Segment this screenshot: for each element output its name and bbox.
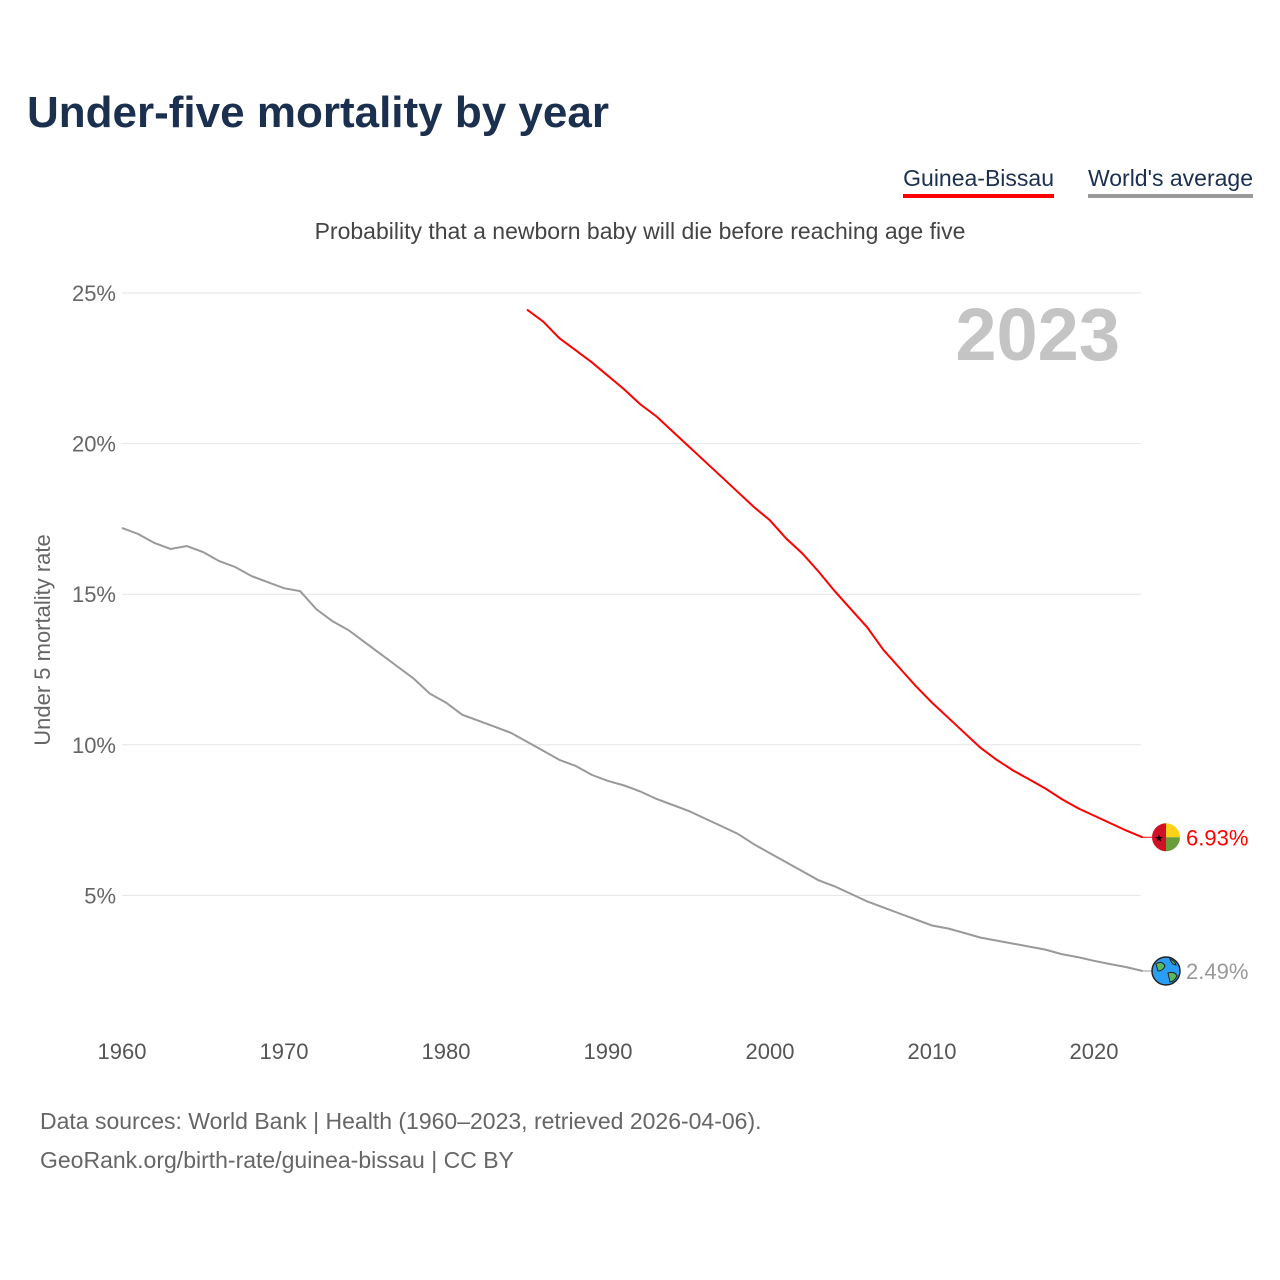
chart-title: Under-five mortality by year <box>27 88 609 137</box>
legend-guinea-bissau[interactable]: Guinea-Bissau <box>903 165 1054 198</box>
y-tick-label: 5% <box>84 883 116 908</box>
legend-world-average[interactable]: World's average <box>1087 165 1253 198</box>
source-line-2: GeoRank.org/birth-rate/guinea-bissau | C… <box>40 1147 514 1173</box>
source-line-1: Data sources: World Bank | Health (1960–… <box>40 1108 762 1134</box>
x-tick-label: 1980 <box>422 1039 471 1064</box>
y-tick-label: 10% <box>72 733 116 758</box>
year-label: 2023 <box>955 293 1120 376</box>
y-tick-label: 20% <box>72 432 116 457</box>
flag-green-part <box>1166 837 1180 852</box>
globe-icon <box>1151 956 1181 986</box>
x-tick-label: 2000 <box>746 1039 795 1064</box>
chart-subtitle: Probability that a newborn baby will die… <box>314 218 966 244</box>
x-tick-label: 1970 <box>260 1039 309 1064</box>
x-tick-label: 2020 <box>1070 1039 1119 1064</box>
end-value-label: 6.93% <box>1186 825 1248 850</box>
end-value-label: 2.49% <box>1186 959 1248 984</box>
guinea-bissau-flag-icon <box>1152 823 1166 852</box>
y-tick-label: 15% <box>72 582 116 607</box>
series-line-guinea-bissau <box>526 308 1143 839</box>
globe-land-shape <box>1155 958 1178 983</box>
y-axis-label: Under 5 mortality rate <box>30 534 55 746</box>
x-tick-label: 1990 <box>584 1039 633 1064</box>
x-tick-label: 1960 <box>98 1039 147 1064</box>
y-tick-label: 25% <box>72 281 116 306</box>
flag-star: ★ <box>1155 833 1164 844</box>
x-tick-label: 2010 <box>908 1039 957 1064</box>
flag-yellow-part <box>1166 823 1181 838</box>
series-line-world-s-average <box>121 526 1143 972</box>
